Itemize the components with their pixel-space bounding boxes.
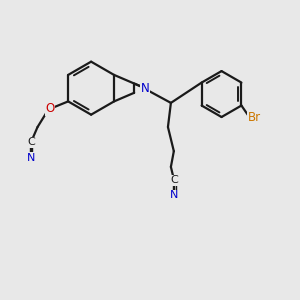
Text: N: N: [170, 190, 178, 200]
Text: N: N: [141, 82, 149, 95]
Text: C: C: [170, 175, 178, 185]
Text: C: C: [27, 137, 35, 147]
Text: N: N: [27, 153, 35, 163]
Text: O: O: [45, 102, 55, 115]
Text: Br: Br: [248, 111, 261, 124]
